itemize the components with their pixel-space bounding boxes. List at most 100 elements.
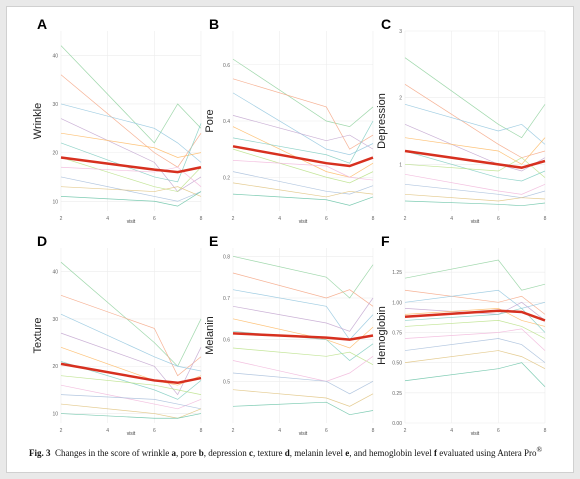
- x-tick-label: 8: [544, 428, 547, 434]
- y-tick-label: 30: [52, 317, 58, 323]
- subject-line: [232, 171, 374, 195]
- x-axis-label: visit: [299, 219, 308, 225]
- panel-letter: A: [37, 16, 47, 32]
- subject-line: [60, 132, 202, 158]
- y-axis-label: Texture: [32, 317, 44, 353]
- panel-letter: D: [37, 233, 47, 249]
- x-tick-label: 4: [278, 216, 281, 222]
- subject-line: [232, 92, 374, 156]
- subject-line: [60, 403, 202, 419]
- x-tick-label: 8: [200, 428, 203, 434]
- x-tick-label: 4: [106, 428, 109, 434]
- subject-line: [404, 57, 546, 139]
- subject-line: [232, 255, 374, 299]
- subject-line: [232, 289, 374, 341]
- subject-line: [60, 45, 202, 144]
- caption-text: c: [248, 448, 253, 458]
- y-axis-label: Melanin: [204, 316, 216, 355]
- y-tick-label: 0.6: [223, 63, 230, 69]
- y-tick-label: 10: [52, 199, 58, 205]
- subject-line: [60, 166, 202, 187]
- mean-line: [60, 362, 202, 385]
- x-tick-label: 6: [153, 216, 156, 222]
- x-axis-label: visit: [127, 431, 136, 437]
- subject-line: [60, 413, 202, 419]
- y-tick-label: 3: [399, 29, 402, 35]
- x-tick-label: 6: [325, 216, 328, 222]
- subject-line: [404, 137, 546, 165]
- subject-line: [60, 361, 202, 400]
- y-tick-label: 20: [52, 151, 58, 157]
- panel-letter: B: [209, 16, 219, 32]
- mean-line: [232, 145, 374, 168]
- x-tick-label: 4: [450, 428, 453, 434]
- caption-text: , and hemoglobin level: [349, 448, 434, 458]
- x-tick-label: 2: [232, 428, 235, 434]
- panel-letter: E: [209, 233, 218, 249]
- panel-letter: C: [381, 16, 391, 32]
- x-tick-label: 6: [497, 216, 500, 222]
- y-tick-label: 1.00: [392, 300, 402, 306]
- subject-line: [60, 261, 202, 367]
- subject-line: [404, 200, 546, 207]
- y-tick-label: 0.7: [223, 296, 230, 302]
- subject-line: [232, 272, 374, 307]
- x-tick-label: 4: [106, 216, 109, 222]
- y-axis-label: Wrinkle: [32, 103, 44, 139]
- y-tick-label: 0.8: [223, 254, 230, 260]
- subject-line: [232, 401, 374, 416]
- subject-line: [60, 186, 202, 197]
- y-tick-label: 0.75: [392, 330, 402, 336]
- subject-line: [60, 157, 202, 192]
- subject-line: [60, 118, 202, 193]
- y-tick-label: 0.50: [392, 361, 402, 367]
- subject-line: [404, 103, 546, 145]
- y-axis-label: Depression: [376, 93, 388, 149]
- mean-line: [232, 332, 374, 341]
- caption-text: d: [284, 448, 290, 458]
- y-axis-label: Hemoglobin: [376, 306, 388, 365]
- subject-line: [60, 332, 202, 396]
- subject-line: [404, 157, 546, 178]
- caption-text: b: [198, 448, 204, 458]
- x-tick-label: 4: [450, 216, 453, 222]
- mean-line: [404, 309, 546, 322]
- subject-line: [232, 372, 374, 395]
- subject-line: [404, 183, 546, 199]
- mean-line: [60, 156, 202, 174]
- x-tick-label: 6: [325, 428, 328, 434]
- figure-card: A Wrinkle 10 20 30 40 2 4 6 8 visit B Pore 0.2 0.4 0.6 2…: [6, 6, 574, 473]
- subject-line: [404, 289, 546, 309]
- subject-line: [404, 320, 546, 339]
- subject-line: [404, 307, 546, 327]
- caption-text: ®: [536, 445, 543, 454]
- subject-line: [60, 74, 202, 168]
- caption-text: evaluated using Antera Pro: [436, 448, 537, 458]
- y-tick-label: 0.25: [392, 391, 402, 397]
- subject-line: [404, 150, 546, 182]
- y-tick-label: 40: [52, 53, 58, 59]
- subject-line: [404, 259, 546, 291]
- y-tick-label: 1: [399, 162, 402, 168]
- y-tick-label: 0.4: [223, 119, 230, 125]
- subject-line: [232, 126, 374, 178]
- y-tick-label: 20: [52, 364, 58, 370]
- subject-line: [232, 182, 374, 198]
- y-tick-label: 40: [52, 270, 58, 276]
- x-axis-label: visit: [299, 431, 308, 437]
- x-tick-label: 8: [372, 428, 375, 434]
- caption-label: Fig. 3: [29, 448, 51, 458]
- y-tick-label: 1.25: [392, 270, 402, 276]
- subject-line: [232, 78, 374, 150]
- subject-line: [404, 173, 546, 195]
- caption: Fig. 3 Changes in the score of wrinkle a…: [29, 445, 569, 458]
- caption-text: e: [345, 448, 350, 458]
- caption-text: , melanin level: [289, 448, 346, 458]
- caption-text: , texture: [252, 448, 285, 458]
- mean-line: [404, 149, 546, 169]
- x-tick-label: 2: [60, 216, 63, 222]
- subject-line: [232, 58, 374, 128]
- x-tick-label: 6: [497, 428, 500, 434]
- caption-text: a: [171, 448, 176, 458]
